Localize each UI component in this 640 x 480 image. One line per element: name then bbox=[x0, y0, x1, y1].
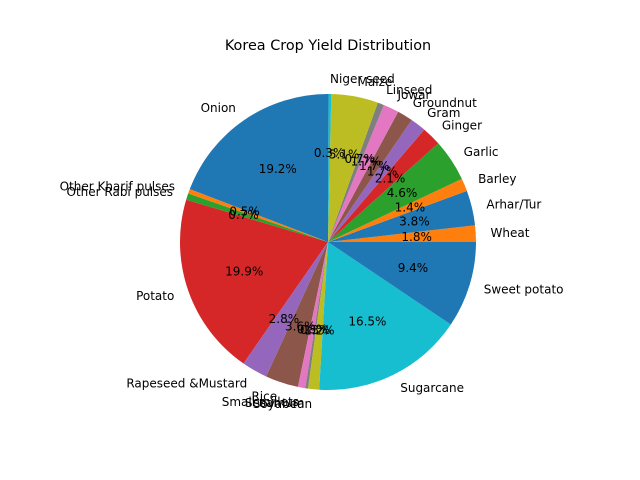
slice-gram bbox=[328, 119, 425, 242]
slice-percent-gram: 1.7% bbox=[367, 165, 398, 179]
slice-percent-niger-seed: 0.3% bbox=[314, 146, 345, 160]
slice-label-wheat: Wheat bbox=[491, 226, 530, 240]
slice-percent-labels: 1.8%3.8%1.4%4.6%2.1%1.7%1.7%1.7%0.7%5.1%… bbox=[225, 146, 432, 337]
slice-label-jowar: Jowar bbox=[396, 88, 430, 102]
slice-niger-seed bbox=[328, 94, 332, 242]
slice-label-groundnut: Groundnut bbox=[413, 96, 477, 110]
slice-percent-sugarcane: 16.5% bbox=[348, 315, 386, 329]
slice-label-niger-seed: Niger seed bbox=[330, 72, 395, 86]
slice-labels: Wheat Arhar/Tur Barley Garlic GingerGramGrou… bbox=[60, 72, 564, 411]
slice-jowar bbox=[328, 104, 399, 243]
slice-potato bbox=[179, 199, 328, 364]
slice-linseed bbox=[328, 102, 384, 242]
slice-label-barley: Barley bbox=[478, 172, 516, 186]
slice-onion bbox=[189, 93, 329, 242]
slice-percent-barley: 1.4% bbox=[395, 201, 426, 215]
slice-percent-small-millets: 0.8% bbox=[297, 322, 328, 336]
slice-percent-onion: 19.2% bbox=[259, 162, 297, 176]
slice-label-ginger: Ginger bbox=[442, 119, 482, 133]
slice-sweet-potato bbox=[328, 242, 476, 325]
pie-slices bbox=[179, 93, 476, 391]
slice-label-rice: Rice bbox=[251, 390, 277, 404]
slice-percent-other-kharif-pulses: 0.5% bbox=[229, 205, 260, 219]
slice-percent-rice: 3.6% bbox=[285, 319, 316, 333]
slice-label-gram: Gram bbox=[427, 106, 460, 120]
slice-label-other-kharif-pulses: Other Kharif pulses bbox=[60, 179, 175, 193]
slice-percent-linseed: 0.7% bbox=[344, 152, 375, 166]
slice-percent-soyabean: 1.2% bbox=[304, 323, 335, 337]
slice-rice bbox=[266, 242, 328, 387]
slice-soyabean bbox=[308, 242, 328, 390]
slice-percent-garlic: 4.6% bbox=[387, 186, 418, 200]
slice-label-rapeseed-mustard: Rapeseed &Mustard bbox=[126, 376, 247, 390]
slice-wheat bbox=[328, 225, 476, 242]
slice-label-onion: Onion bbox=[201, 101, 236, 115]
slice-sugarcane bbox=[319, 242, 451, 391]
slice-other-rabi-pulses bbox=[186, 193, 328, 242]
slice-percent-sesamum: 0.3% bbox=[300, 323, 331, 337]
slice-small-millets bbox=[297, 242, 328, 389]
slice-percent-rapeseed-mustard: 2.8% bbox=[269, 312, 300, 326]
slice-label-arhar-tur: Arhar/Tur bbox=[486, 197, 541, 211]
slice-garlic bbox=[328, 143, 462, 242]
slice-other-kharif-pulses bbox=[188, 189, 328, 242]
slice-label-sweet-potato: Sweet potato bbox=[484, 282, 564, 296]
slice-percent-groundnut: 1.7% bbox=[359, 159, 390, 173]
chart-title: Korea Crop Yield Distribution bbox=[225, 38, 431, 54]
slice-label-soyabean: Soyabean bbox=[253, 397, 312, 411]
slice-barley bbox=[328, 178, 467, 242]
slice-label-sugarcane: Sugarcane bbox=[400, 381, 464, 395]
slice-arhar-tur bbox=[328, 190, 476, 242]
slice-label-sesamum: Sesamum bbox=[245, 396, 305, 410]
slice-label-garlic: Garlic bbox=[464, 145, 499, 159]
slice-percent-sweet-potato: 9.4% bbox=[398, 261, 429, 275]
slice-label-small-millets: Small millets bbox=[222, 395, 299, 409]
slice-maize bbox=[328, 94, 378, 242]
slice-rapeseed-mustard bbox=[243, 242, 328, 377]
slice-label-potato: Potato bbox=[136, 289, 174, 303]
slice-label-other-rabi-pulses: Other Rabi pulses bbox=[67, 185, 174, 199]
slice-percent-wheat: 1.8% bbox=[401, 230, 432, 244]
slice-percent-ginger: 2.1% bbox=[375, 172, 406, 186]
slice-percent-arhar-tur: 3.8% bbox=[399, 215, 430, 229]
slice-ginger bbox=[328, 129, 439, 242]
slice-percent-other-rabi-pulses: 0.7% bbox=[228, 208, 259, 222]
slice-percent-maize: 5.1% bbox=[329, 148, 360, 162]
slice-label-maize: Maize bbox=[358, 75, 393, 89]
slice-groundnut bbox=[328, 111, 412, 243]
slice-percent-potato: 19.9% bbox=[225, 264, 263, 278]
slice-percent-jowar: 1.7% bbox=[351, 155, 382, 169]
slice-sesamum bbox=[305, 242, 328, 389]
slice-label-linseed: Linseed bbox=[386, 83, 432, 97]
